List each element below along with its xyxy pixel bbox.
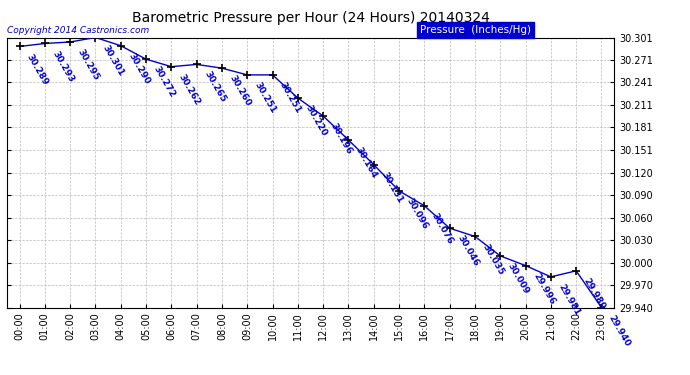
Text: Copyright 2014 Castronics.com: Copyright 2014 Castronics.com [7, 26, 149, 35]
Text: 30.035: 30.035 [480, 242, 506, 276]
Text: 30.096: 30.096 [404, 196, 430, 231]
Text: 30.046: 30.046 [455, 234, 480, 268]
Text: Barometric Pressure per Hour (24 Hours) 20140324: Barometric Pressure per Hour (24 Hours) … [132, 11, 489, 25]
Text: 30.265: 30.265 [202, 70, 227, 104]
Text: 30.272: 30.272 [152, 65, 177, 99]
Text: 30.260: 30.260 [228, 74, 253, 108]
Text: 30.220: 30.220 [304, 104, 328, 138]
Text: 30.076: 30.076 [430, 211, 455, 246]
Text: 30.164: 30.164 [354, 146, 379, 180]
Text: 30.196: 30.196 [328, 122, 354, 156]
Text: 30.251: 30.251 [278, 81, 303, 115]
Text: Pressure  (Inches/Hg): Pressure (Inches/Hg) [420, 25, 531, 35]
Text: 29.981: 29.981 [556, 282, 582, 317]
Text: 29.940: 29.940 [607, 313, 632, 348]
Text: 30.251: 30.251 [253, 81, 278, 115]
Text: 30.009: 30.009 [506, 261, 531, 296]
Text: 29.989: 29.989 [582, 276, 607, 311]
Text: 30.289: 30.289 [25, 52, 50, 87]
Text: 30.301: 30.301 [101, 43, 126, 77]
Text: 30.262: 30.262 [177, 72, 202, 106]
Text: 30.290: 30.290 [126, 51, 151, 86]
Text: 30.131: 30.131 [380, 170, 404, 205]
Text: 30.293: 30.293 [50, 49, 75, 84]
Text: 29.996: 29.996 [531, 271, 556, 306]
Text: 30.295: 30.295 [76, 48, 101, 82]
